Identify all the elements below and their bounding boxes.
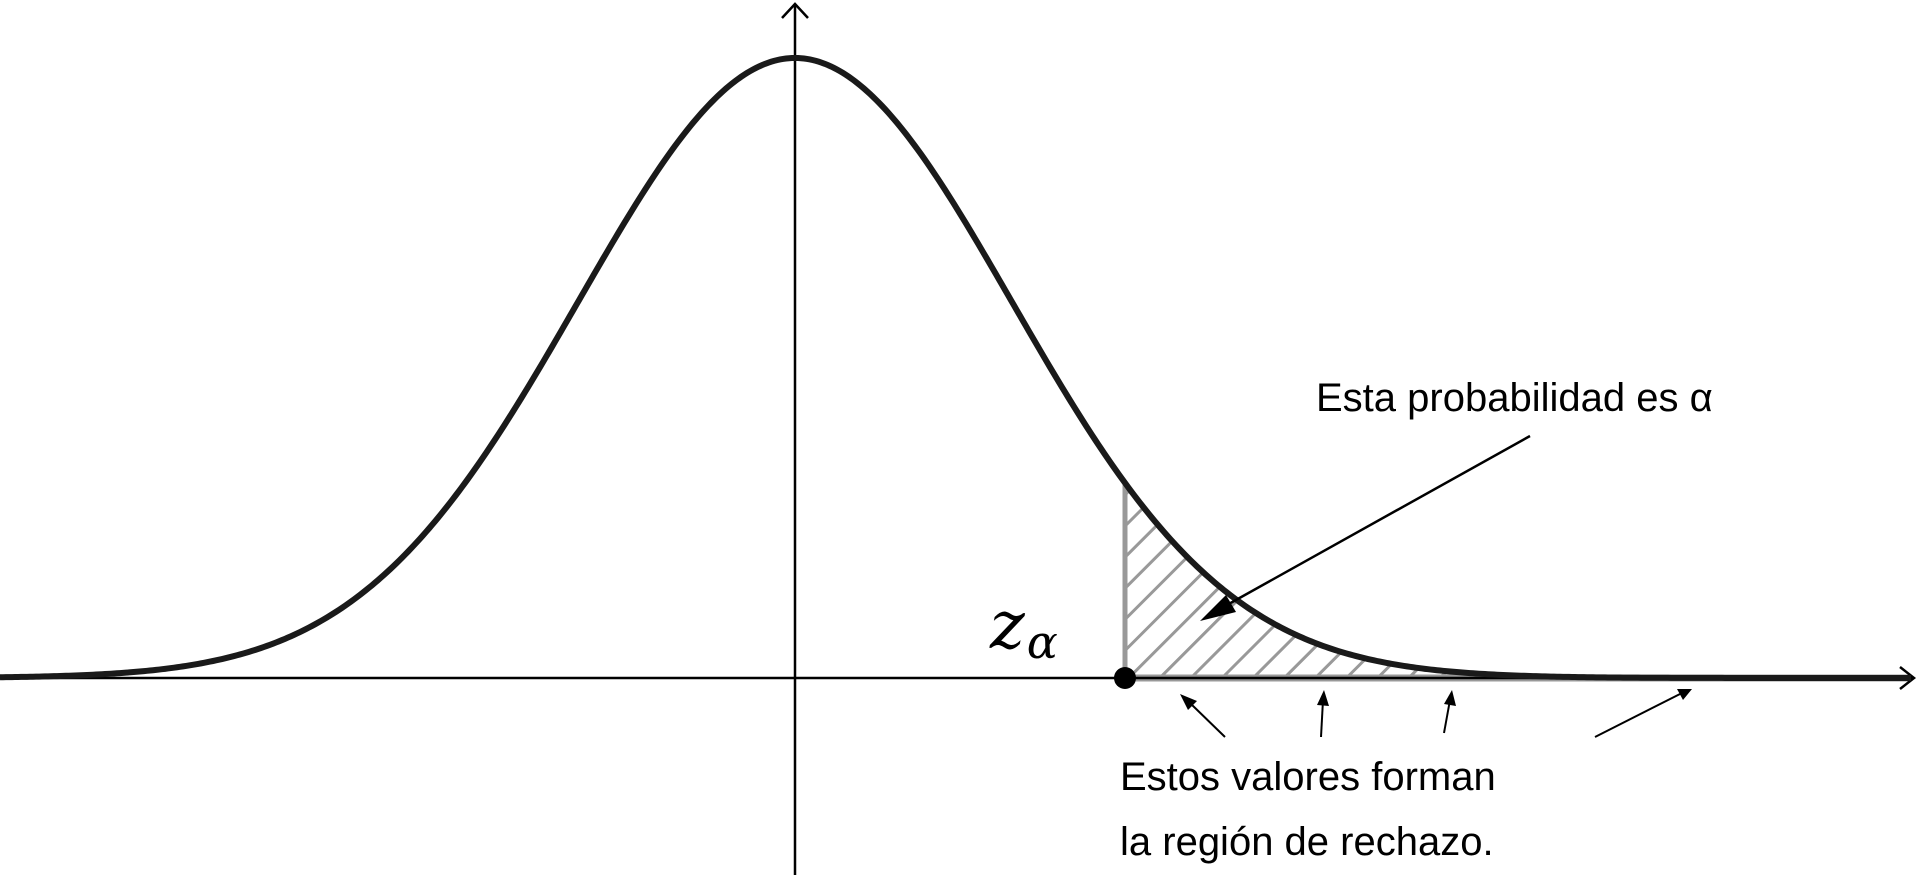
critical-value-point [1114, 667, 1136, 689]
y-axis-arrowhead [781, 2, 809, 19]
rejection-region-shading [1125, 482, 1912, 678]
region-arrowheads [1180, 689, 1692, 710]
critical-value-label: zα [989, 587, 1058, 669]
x-axis-arrowhead [1899, 666, 1917, 690]
region-annotation-line2: la región de rechazo. [1120, 820, 1494, 864]
region-annotation-line1: Estos valores forman [1120, 755, 1496, 799]
normal-curve [0, 54, 1911, 681]
probability-arrow-line [1217, 434, 1531, 612]
region-arrows [1189, 693, 1681, 738]
probability-annotation: Esta probabilidad es α [1316, 376, 1713, 420]
probability-arrowhead [1200, 595, 1236, 621]
